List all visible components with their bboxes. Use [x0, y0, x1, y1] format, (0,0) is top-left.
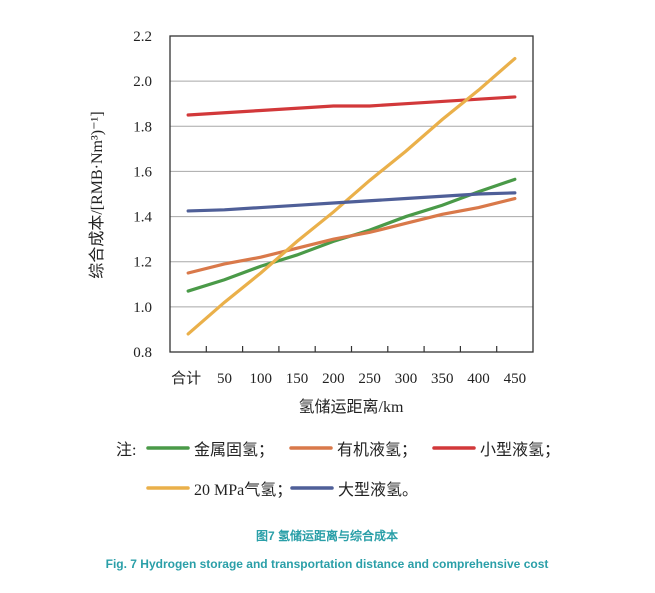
legend-label: 金属固氢；	[194, 441, 274, 459]
y-tick-label: 0.8	[133, 345, 152, 361]
x-tick-label: 250	[358, 371, 381, 387]
series-line-4	[186, 191, 517, 213]
y-tick-label: 1.8	[133, 119, 152, 135]
x-tick-label: 50	[217, 371, 232, 387]
y-tick-label: 1.4	[133, 210, 152, 226]
x-tick-label: 200	[322, 371, 345, 387]
x-tick-label: 350	[431, 371, 454, 387]
y-tick-label: 1.0	[133, 300, 152, 316]
y-tick-label: 2.2	[133, 29, 152, 45]
series-line-2	[186, 95, 517, 117]
caption-en: Fig. 7 Hydrogen storage and transportati…	[106, 557, 549, 571]
x-tick-label: 150	[286, 371, 309, 387]
x-tick-label: 100	[250, 371, 273, 387]
legend-label: 小型液氢；	[480, 441, 560, 459]
x-tick-label: 450	[504, 371, 527, 387]
y-tick-label: 1.6	[133, 164, 152, 180]
x-tick-label: 400	[467, 371, 490, 387]
legend-label: 大型液氢。	[338, 481, 418, 499]
y-tick-label: 1.2	[133, 255, 152, 271]
legend-label: 有机液氢；	[337, 441, 417, 459]
legend-prefix: 注:	[116, 441, 136, 459]
series-line-3	[186, 56, 517, 336]
legend-label: 20 MPa气氢；	[194, 481, 292, 499]
x-tick-label: 合计	[171, 370, 201, 387]
x-axis-label: 氢储运距离/km	[299, 398, 404, 416]
series-line-1	[186, 196, 517, 275]
y-axis-label: 综合成本/[RMB·Nm³)⁻¹]	[88, 111, 106, 278]
x-tick-label: 300	[395, 371, 418, 387]
y-tick-label: 2.0	[133, 74, 152, 90]
caption-cn: 图7 氢储运距离与综合成本	[256, 528, 398, 543]
